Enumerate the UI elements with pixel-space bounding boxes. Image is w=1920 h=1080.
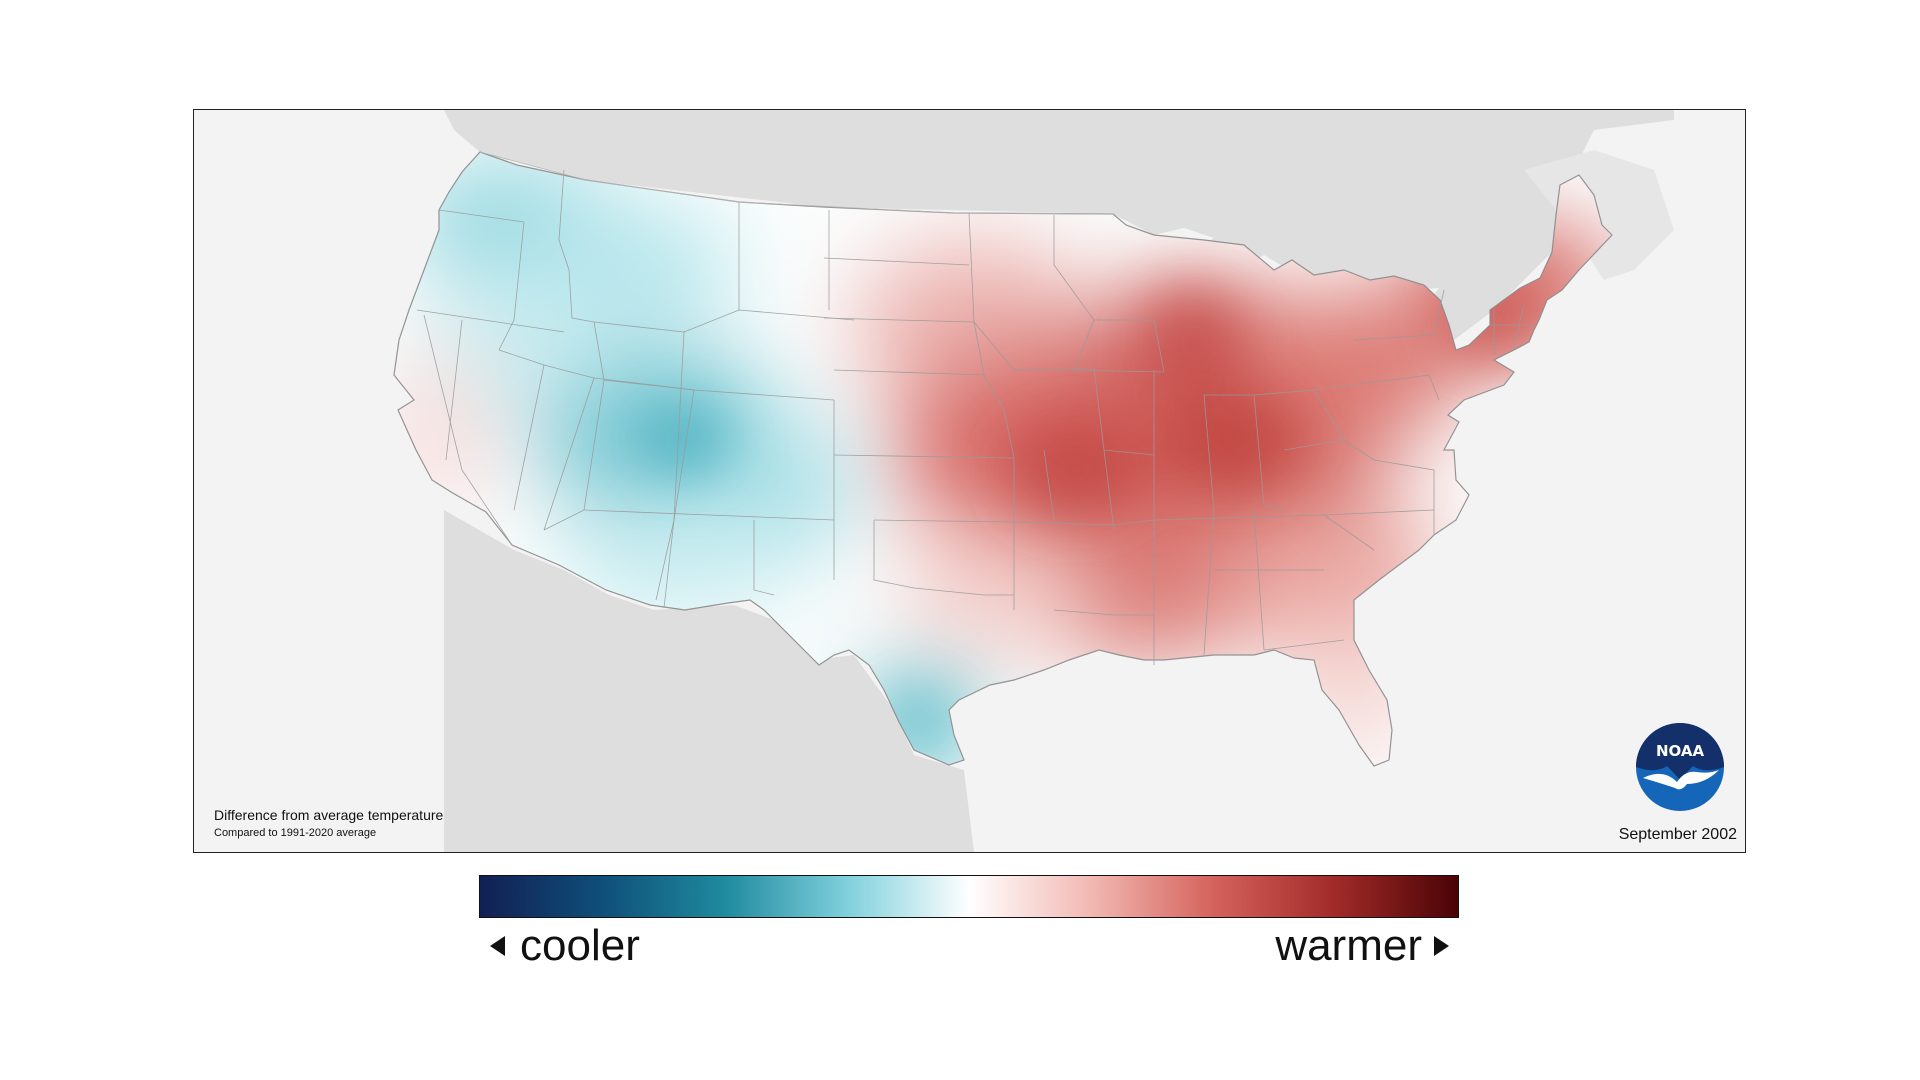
map-caption-title: Difference from average temperature <box>214 807 444 823</box>
legend-warmer-label: warmer <box>1275 921 1422 970</box>
warmer-arrow-icon <box>1434 936 1449 956</box>
cooler-arrow-icon <box>490 936 505 956</box>
map-caption-subtitle: Compared to 1991-2020 average <box>214 827 377 839</box>
state-boundaries <box>393 151 1613 767</box>
noaa-logo-icon: NOAA <box>1636 723 1724 811</box>
anomaly-map <box>393 110 1674 852</box>
period-label: September 2002 <box>1618 826 1737 843</box>
legend-cooler-label: cooler <box>520 921 640 970</box>
color-scale-bar <box>479 875 1459 918</box>
coastline <box>479 151 1114 215</box>
noaa-logo-text: NOAA <box>1656 742 1705 760</box>
map-frame: NOAA Difference from average temperature… <box>193 109 1746 853</box>
